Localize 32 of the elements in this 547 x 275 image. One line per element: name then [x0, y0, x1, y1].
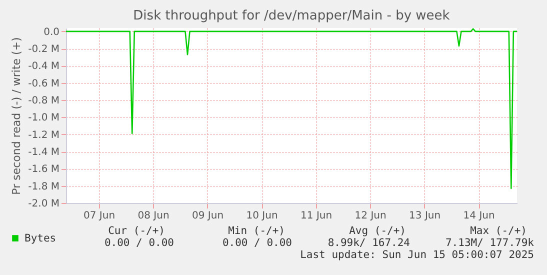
- y-tick-label: -0.6 M: [28, 78, 60, 90]
- chart-title: Disk throughput for /dev/mapper/Main - by week: [133, 8, 450, 24]
- text: Last update: Sun Jun 15 05:00:07 2025: [300, 249, 534, 261]
- text: Avg (-/+): [349, 225, 406, 237]
- y-tick-label: -2.0 M: [28, 198, 60, 210]
- x-tick-label: 14 Jun: [463, 210, 495, 222]
- text: 7.13M/ 177.79k: [445, 237, 535, 249]
- y-tick-label: 0.0: [44, 26, 60, 38]
- y-tick-label: -0.4 M: [28, 61, 60, 72]
- x-tick-label: 09 Jun: [192, 210, 224, 222]
- y-tick-label: -1.6 M: [28, 164, 60, 176]
- y-tick-label: -1.8 M: [28, 181, 60, 192]
- y-tick-label: -1.0 M: [28, 112, 60, 124]
- text: 0.00 / 0.00: [222, 237, 292, 249]
- text: Cur (-/+): [108, 225, 165, 237]
- legend-label: Bytes: [24, 232, 56, 244]
- y-tick-label: -1.2 M: [28, 130, 60, 141]
- x-tick-label: 11 Jun: [300, 210, 332, 222]
- y-tick-label: -1.4 M: [28, 147, 60, 158]
- y-axis-title: Pr second read (-) / write (+): [10, 37, 24, 195]
- x-tick-label: 10 Jun: [246, 210, 278, 222]
- text: Min (-/+): [228, 225, 285, 237]
- text: 0.00 / 0.00: [104, 237, 174, 249]
- x-tick-label: 07 Jun: [84, 210, 116, 222]
- y-tick-label: -0.2 M: [28, 44, 60, 56]
- text: Max (-/+): [470, 225, 527, 237]
- text: 8.99k/ 167.24: [328, 237, 410, 249]
- y-tick-label: -0.8 M: [28, 96, 60, 107]
- x-tick-label: 08 Jun: [138, 210, 170, 222]
- x-tick-label: 12 Jun: [354, 210, 386, 222]
- x-tick-label: 13 Jun: [409, 210, 441, 222]
- line-series: [66, 28, 517, 190]
